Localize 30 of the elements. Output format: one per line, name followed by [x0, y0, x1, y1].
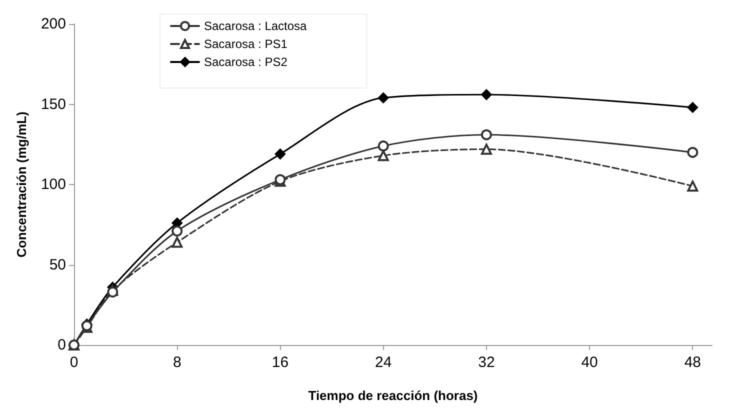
point: [172, 226, 183, 237]
point: [378, 150, 389, 162]
point: [274, 148, 286, 160]
x-tick-label: 8: [172, 354, 182, 371]
x-tick-label: 0: [70, 354, 78, 371]
x-tick-label: 32: [478, 354, 495, 371]
point: [687, 180, 698, 192]
point: [480, 144, 492, 155]
y-tick-label: 100: [40, 176, 66, 193]
point: [378, 140, 389, 152]
x-tick-label: 40: [581, 354, 598, 371]
y-axis-title: Concentración (mg/mL): [14, 112, 29, 258]
point: [480, 129, 492, 140]
x-axis-title: Tiempo de reacción (horas): [308, 388, 478, 403]
x-tick-label: 48: [684, 354, 702, 371]
point: [480, 89, 492, 100]
y-tick-label: 50: [49, 256, 66, 274]
x-tick-label: 24: [374, 354, 392, 371]
y-tick-label: 150: [40, 96, 66, 113]
y-tick-label: 0: [58, 336, 66, 354]
legend-label: Sacarosa : PS1: [204, 37, 288, 51]
legend-label: Sacarosa : PS2: [204, 55, 288, 69]
point: [687, 102, 698, 113]
point: [107, 286, 118, 298]
point: [687, 146, 698, 158]
x-tick-label: 16: [272, 354, 289, 371]
point: [378, 92, 389, 104]
point: [172, 236, 183, 248]
y-tick-label: 200: [40, 16, 66, 32]
legend-label: Sacarosa : Lactosa: [204, 19, 308, 33]
